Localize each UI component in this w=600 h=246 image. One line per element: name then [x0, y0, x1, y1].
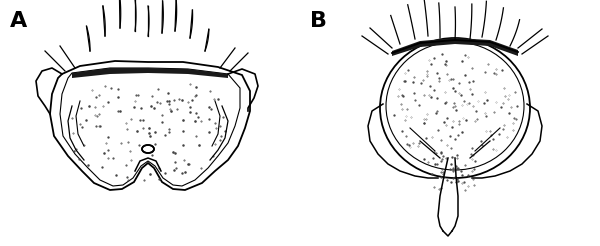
- Text: B: B: [310, 11, 327, 31]
- Polygon shape: [72, 68, 228, 78]
- Polygon shape: [392, 38, 518, 56]
- Ellipse shape: [143, 147, 155, 154]
- Polygon shape: [50, 61, 250, 190]
- Text: A: A: [10, 11, 27, 31]
- Ellipse shape: [142, 145, 154, 153]
- Ellipse shape: [380, 38, 530, 178]
